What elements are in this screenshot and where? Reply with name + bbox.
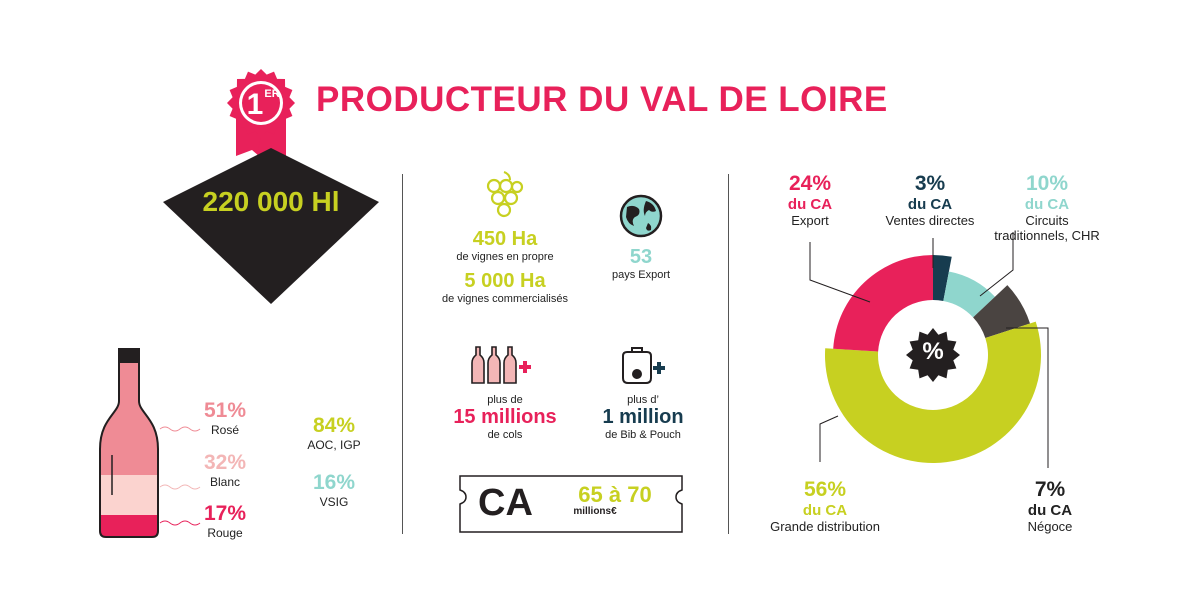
export-name: Export [791, 213, 829, 228]
label-grande: 56% du CA Grande distribution [760, 478, 890, 534]
donut-slice-2 [943, 271, 995, 318]
bottles-value: 15 millions [453, 406, 557, 428]
grande-name: Grande distribution [770, 519, 880, 534]
rose-connector [159, 426, 201, 432]
aoc-stat: 84% AOC, IGP [302, 414, 366, 452]
aoc-label: AOC, IGP [307, 438, 361, 452]
donut-slice-4 [824, 321, 1041, 464]
rank-number: 1 [247, 88, 264, 121]
bottles-stat: plus de 15 millions de cols [430, 394, 580, 441]
bib-prefix: plus d’ [627, 394, 659, 406]
export-label: pays Export [611, 269, 671, 281]
grande-ca: du CA [802, 502, 848, 519]
rosette-badge: 1 ER [227, 69, 295, 162]
sold-label: de vignes commercialisés [442, 293, 568, 305]
aoc-pct: 84% [312, 414, 356, 437]
globe-icon [619, 194, 663, 238]
rose-pct: 51% [203, 399, 247, 422]
label-export: 24% du CA Export [770, 172, 850, 228]
rouge-connector [159, 520, 201, 526]
vsig-label: VSIG [319, 495, 349, 509]
ventes-ca: du CA [907, 196, 953, 213]
bottles-prefix: plus de [487, 394, 523, 406]
vineyards-owned: 450 Ha de vignes en propre [430, 228, 580, 263]
bottles-icon [471, 346, 531, 384]
bib-label: de Bib & Pouch [605, 429, 681, 441]
plus-icon [653, 362, 665, 374]
page-title: PRODUCTEUR DU VAL DE LOIRE [316, 80, 888, 119]
divider-left [402, 174, 403, 534]
owned-label: de vignes en propre [456, 251, 554, 263]
donut-slices [824, 255, 1041, 464]
diamond-shape [163, 148, 379, 304]
export-value: 53 [629, 246, 653, 268]
percent-badge [906, 328, 960, 382]
label-ventes: 3% du CA Ventes directes [878, 172, 982, 228]
export-ca: du CA [787, 196, 833, 213]
rouge-label: Rouge [207, 526, 243, 540]
donut-slice-3 [973, 285, 1031, 338]
owned-value: 450 Ha [472, 228, 538, 250]
vsig-stat: 16% VSIG [302, 471, 366, 509]
label-circuits: 10% du CA Circuits traditionnels, CHR [982, 172, 1112, 243]
negoce-name: Négoce [1027, 519, 1073, 534]
rose-label: Rosé [210, 423, 239, 437]
circuits-pct: 10% [1025, 172, 1069, 195]
bottle-blanc-fill [100, 475, 158, 515]
bib-stat: plus d’ 1 million de Bib & Pouch [588, 394, 698, 441]
volume-value: 220 000 Hl [202, 186, 340, 217]
ventes-name: Ventes directes [885, 213, 975, 228]
rouge-pct: 17% [203, 502, 247, 525]
revenue-unit: millions€ [573, 506, 617, 517]
percent-symbol: % [922, 338, 943, 365]
blanc-label: Blanc [209, 475, 241, 489]
volume-diamond [163, 148, 379, 304]
blanc-pct: 32% [203, 451, 247, 474]
donut-slice-1 [933, 255, 952, 301]
revenue-label: CA [478, 482, 533, 524]
circuits-name: Circuits traditionnels, CHR [994, 213, 1100, 243]
grande-pct: 56% [803, 478, 847, 501]
label-negoce: 7% du CA Négoce [1012, 478, 1088, 534]
blanc-stat: 32% Blanc [196, 451, 254, 489]
ventes-pct: 3% [914, 172, 946, 195]
bib-icon [622, 347, 665, 384]
rose-stat: 51% Rosé [196, 399, 254, 437]
negoce-ca: du CA [1027, 502, 1073, 519]
export-pct: 24% [788, 172, 832, 195]
leader-lines [809, 232, 1049, 468]
circuits-ca: du CA [1024, 196, 1070, 213]
blanc-connector [159, 484, 201, 490]
rouge-stat: 17% Rouge [196, 502, 254, 540]
plus-icon [519, 361, 531, 373]
sold-value: 5 000 Ha [464, 270, 546, 292]
divider-right [728, 174, 729, 534]
percent-badge-star [906, 328, 960, 382]
bib-value: 1 million [602, 406, 684, 428]
bottle-rouge-fill [100, 515, 158, 537]
rank-suffix: ER [264, 88, 279, 100]
bottles-label: de cols [487, 429, 523, 441]
vsig-pct: 16% [312, 471, 356, 494]
negoce-pct: 7% [1034, 478, 1066, 501]
bottle-cap [119, 349, 139, 363]
rosette-center [242, 84, 280, 122]
donut-chart: % [809, 232, 1049, 468]
bottle-outline [99, 348, 159, 538]
revenue-stat: 65 à 70 millions€ [560, 482, 670, 517]
donut-slice-5 [833, 255, 933, 352]
bottle-rose-fill [100, 349, 158, 475]
grapes-icon [486, 171, 524, 218]
vineyards-sold: 5 000 Ha de vignes commercialisés [420, 270, 590, 305]
revenue-value: 65 à 70 [578, 482, 652, 507]
revenue-ticket [459, 475, 683, 533]
export-stat: 53 pays Export [596, 246, 686, 281]
wine-bottle [99, 348, 201, 538]
